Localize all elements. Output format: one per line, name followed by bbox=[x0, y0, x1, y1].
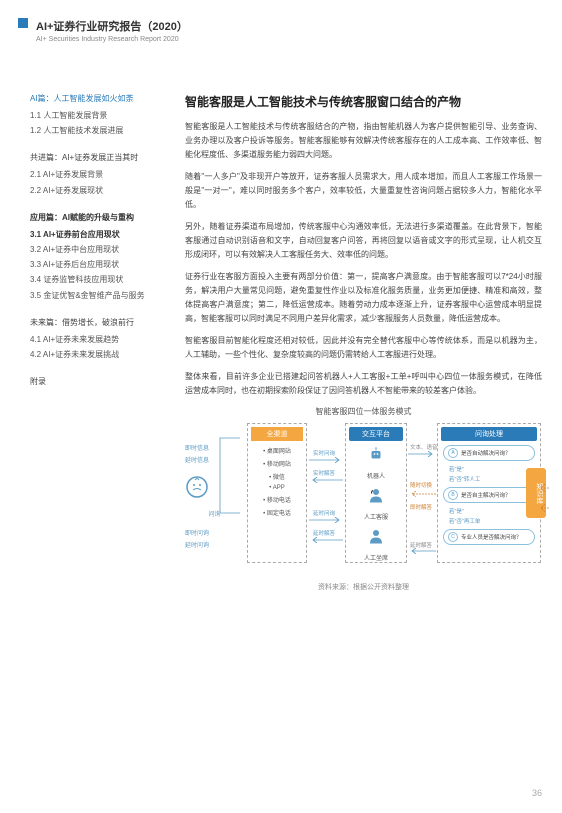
toc-item: 2.1 AI+证券发展背景 bbox=[30, 167, 175, 182]
toc-section-3: 应用篇：AI赋能的升级与重构 3.1 AI+证券前台应用现状 3.2 AI+证券… bbox=[30, 212, 175, 303]
report-header: AI+证券行业研究报告（2020） AI+ Securities Industr… bbox=[0, 0, 562, 43]
arrow-label: 实时问询 bbox=[313, 449, 335, 457]
toc-head-5: 附录 bbox=[30, 376, 175, 387]
diagram-caption: 智能客服四位一体服务模式 bbox=[185, 406, 542, 417]
toc-head-3: 应用篇：AI赋能的升级与重构 bbox=[30, 212, 175, 223]
toc-section-4: 未来篇：借势增长，破浪前行 4.1 AI+证券未来发展趋势 4.2 AI+证券未… bbox=[30, 317, 175, 362]
decision-expert: C 专业人员是否解决问询？ bbox=[443, 529, 535, 545]
note-realtime: 即时解答 bbox=[410, 503, 432, 511]
paragraph: 整体来看，目前许多企业已搭建起问答机器人+人工客服+工单+呼叫中心四位一体服务模… bbox=[185, 370, 542, 398]
toc-section-1: AI篇：人工智能发展如火如荼 1.1 人工智能发展背景 1.2 人工智能技术发展… bbox=[30, 93, 175, 138]
toc-item: 3.4 证券监管科技应用现状 bbox=[30, 272, 175, 287]
main-body: 智能客服是人工智能技术与传统客服窗口结合的产物 智能客服是人工智能技术与传统客服… bbox=[175, 93, 542, 592]
toc-section-5: 附录 bbox=[30, 376, 175, 387]
arrow-1 bbox=[215, 428, 245, 518]
letter-c-icon: C bbox=[448, 532, 458, 542]
decision-auto: A 是否自动解决问询？ bbox=[443, 445, 535, 461]
table-of-contents: AI篇：人工智能发展如火如荼 1.1 人工智能发展背景 1.2 人工智能技术发展… bbox=[30, 93, 175, 592]
agent-icon bbox=[367, 486, 385, 504]
arrow-to-q bbox=[408, 451, 436, 457]
toc-item: 2.2 AI+证券发展现状 bbox=[30, 183, 175, 198]
toc-item: 4.2 AI+证券未来发展挑战 bbox=[30, 347, 175, 362]
toc-item: 3.5 金证优智&金智维产品与服务 bbox=[30, 288, 175, 303]
channel-item: 桌面网站 bbox=[251, 444, 303, 457]
toc-head-4: 未来篇：借势增长，破浪前行 bbox=[30, 317, 175, 328]
toc-item-current: 3.1 AI+证券前台应用现状 bbox=[30, 227, 175, 242]
section-title: 智能客服是人工智能技术与传统客服窗口结合的产物 bbox=[185, 93, 542, 110]
channel-item: APP bbox=[251, 483, 303, 493]
channel-item: 固定电话 bbox=[251, 506, 303, 519]
arrow-back-2 bbox=[408, 548, 436, 554]
letter-b-icon: B bbox=[448, 490, 458, 500]
robot-icon bbox=[367, 445, 385, 463]
branch-yes: 若"是" bbox=[449, 507, 537, 515]
col-head-processing: 问询处理 bbox=[441, 427, 537, 441]
arrow-label: 实时解答 bbox=[313, 469, 335, 477]
branch-no-ticket: 若"否"再工单 bbox=[449, 517, 537, 525]
paragraph: 智能客服是人工智能技术与传统客服结合的产物，指由智能机器人为客户提供智能引导、业… bbox=[185, 120, 542, 162]
platform-item: 机器人 bbox=[349, 469, 403, 482]
arrow-left-1 bbox=[309, 477, 343, 483]
decision-self: B 是否自主解决问询？ bbox=[443, 487, 535, 503]
arrow-right-2 bbox=[309, 517, 343, 523]
header-accent-bar bbox=[18, 18, 28, 28]
arrow-left-2 bbox=[309, 537, 343, 543]
diagram-platform-column: 交互平台 机器人 人工客服 人工坐席 bbox=[345, 423, 407, 563]
paragraph: 智能客服目前智能化程度还相对较低，因此并没有完全替代客服中心等传统体系，而是以机… bbox=[185, 334, 542, 362]
letter-a-icon: A bbox=[448, 448, 458, 458]
arrow-kb bbox=[541, 483, 553, 513]
diagram-channels-column: 全渠道 桌面网站 移动网站 微信 APP 移动电话 固定电话 bbox=[247, 423, 307, 563]
branch-no-human: 若"否"转人工 bbox=[449, 475, 537, 483]
page-content: AI篇：人工智能发展如火如荼 1.1 人工智能发展背景 1.2 人工智能技术发展… bbox=[0, 43, 562, 592]
toc-head-2: 共进篇：AI+证券发展正当其时 bbox=[30, 152, 175, 163]
label-delayed-q: 延时问询 bbox=[185, 540, 240, 549]
arrow-label: 延时问询 bbox=[313, 509, 335, 517]
channel-item: 移动网站 bbox=[251, 457, 303, 470]
arrow-back-1 bbox=[408, 491, 436, 497]
toc-item: 1.2 人工智能技术发展进展 bbox=[30, 123, 175, 138]
label-realtime-q: 即时问询 bbox=[185, 528, 240, 537]
note-switch: 随时切换 bbox=[410, 481, 432, 489]
branch-yes: 若"是" bbox=[449, 465, 537, 473]
col-head-channels: 全渠道 bbox=[251, 427, 303, 441]
channel-item: 微信 bbox=[251, 470, 303, 483]
user-icon bbox=[185, 475, 209, 499]
toc-section-2: 共进篇：AI+证券发展正当其时 2.1 AI+证券发展背景 2.2 AI+证券发… bbox=[30, 152, 175, 197]
q-text: 是否自动解决问询？ bbox=[461, 449, 511, 457]
toc-item: 1.1 人工智能发展背景 bbox=[30, 108, 175, 123]
platform-item: 人工客服 bbox=[349, 510, 403, 523]
q-text: 专业人员是否解决问询？ bbox=[461, 533, 522, 541]
header-title-cn: AI+证券行业研究报告（2020） bbox=[36, 18, 562, 34]
note-text-voice: 文本、语音 bbox=[410, 443, 438, 451]
col-head-platform: 交互平台 bbox=[349, 427, 403, 441]
staff-icon bbox=[367, 527, 385, 545]
arrow-label: 延时解答 bbox=[313, 529, 335, 537]
paragraph: 随着"一人多户"及非现开户等放开，证券客服人员需求大，用人成本增加，而且人工客服… bbox=[185, 170, 542, 212]
page-number: 36 bbox=[532, 788, 542, 798]
channel-item: 移动电话 bbox=[251, 493, 303, 506]
toc-item: 3.3 AI+证券后台应用现状 bbox=[30, 257, 175, 272]
toc-item: 3.2 AI+证券中台应用现状 bbox=[30, 242, 175, 257]
paragraph: 证券行业在客服方面投入主要有两部分价值：第一，提高客户满意度。由于智能客服可以7… bbox=[185, 270, 542, 326]
toc-head-1: AI篇：人工智能发展如火如荼 bbox=[30, 93, 175, 104]
paragraph: 另外，随着证券渠道布局增加，传统客服中心沟通效率低，无法进行多渠道覆盖。在此背景… bbox=[185, 220, 542, 262]
toc-item: 4.1 AI+证券未来发展趋势 bbox=[30, 332, 175, 347]
header-title-en: AI+ Securities Industry Research Report … bbox=[36, 36, 562, 43]
service-model-diagram: 即时信息 延时信息 问询 即时问询 延时问询 全渠道 桌面网站 移动 bbox=[185, 423, 542, 578]
arrow-right-1 bbox=[309, 457, 343, 463]
q-text: 是否自主解决问询？ bbox=[461, 491, 511, 499]
diagram-source: 资料来源：根据公开资料整理 bbox=[185, 582, 542, 592]
platform-item: 人工坐席 bbox=[349, 551, 403, 564]
